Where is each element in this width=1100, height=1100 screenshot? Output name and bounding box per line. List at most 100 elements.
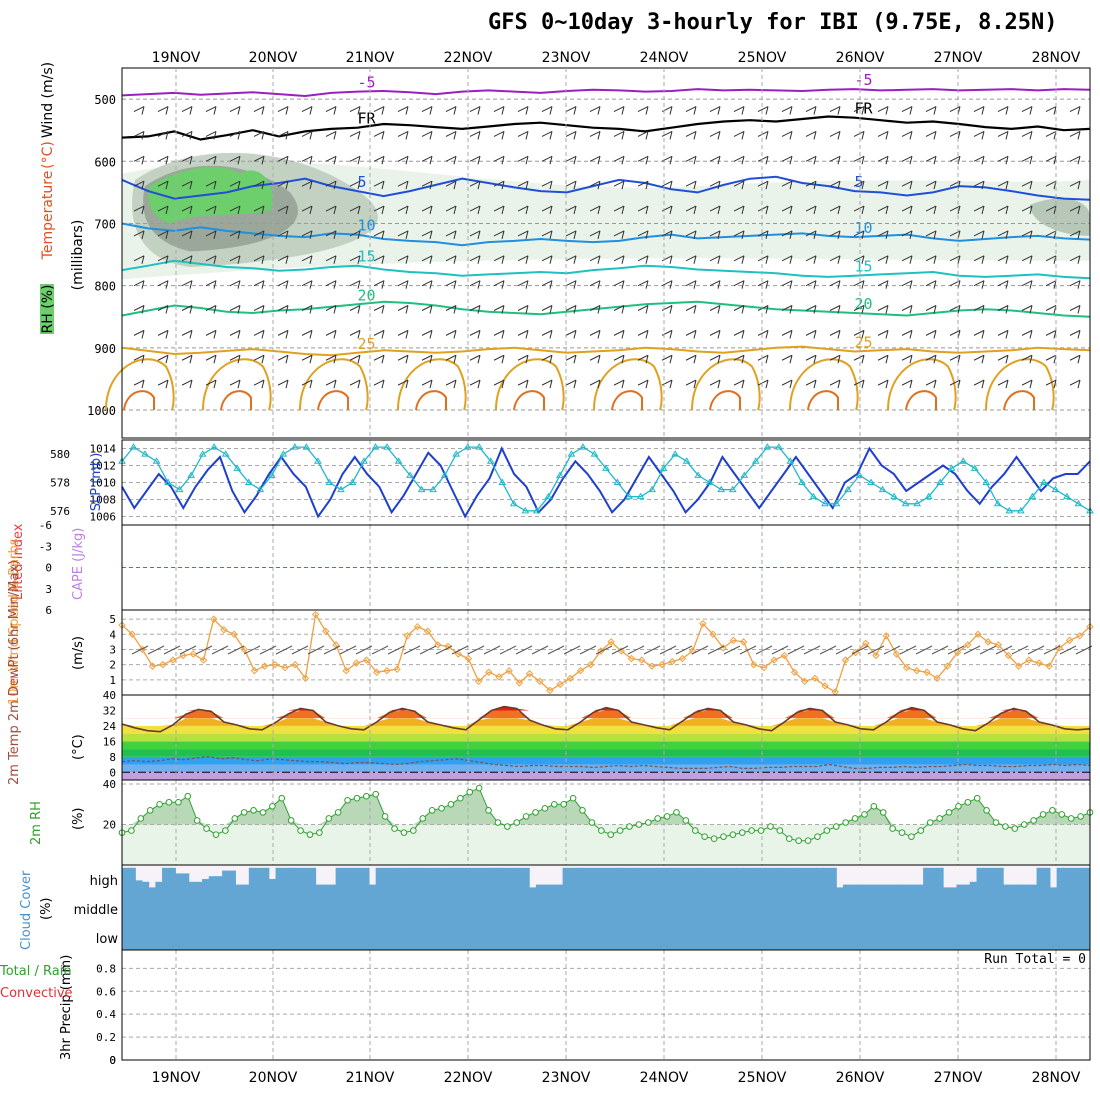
cloud-high-bar <box>575 867 584 893</box>
wind-barb <box>501 380 505 389</box>
wind-barb <box>405 380 409 389</box>
wind-barb <box>453 230 457 240</box>
wind-barb <box>805 354 817 361</box>
cloud-high-bar <box>722 867 731 893</box>
wind-barb <box>829 305 841 311</box>
wind-speed-marker <box>556 680 564 689</box>
wind-barb <box>1005 205 1009 215</box>
wind-barb <box>613 106 625 112</box>
wind-barb <box>781 329 793 336</box>
rh-marker <box>278 794 286 802</box>
wind-barb <box>805 155 817 162</box>
wind-barb <box>781 205 793 212</box>
wind-barb <box>981 131 985 140</box>
wind-barb <box>637 230 649 237</box>
wind-speed-marker <box>964 641 972 649</box>
wind-barb <box>261 205 265 215</box>
wind-barb <box>501 205 505 215</box>
wind-barb <box>445 255 457 262</box>
wind-speed-marker <box>943 662 952 670</box>
thickness-marker <box>924 492 933 500</box>
wind-barb <box>693 156 697 165</box>
wind-barb <box>949 205 961 212</box>
wind-barb <box>357 355 361 364</box>
wind-barb <box>637 280 649 287</box>
wind-speed-marker <box>790 668 799 676</box>
wind-barb <box>813 156 817 165</box>
wind-barb <box>909 255 913 264</box>
wind-barb <box>621 106 625 115</box>
rh-marker <box>663 813 671 820</box>
surface-wind-barb <box>659 645 677 655</box>
wind-barb <box>685 379 697 386</box>
wind-speed-marker <box>1025 656 1033 664</box>
wind-barb <box>373 379 385 386</box>
rh-marker <box>551 800 558 808</box>
wind-barb <box>613 230 625 237</box>
wind-barb <box>837 230 841 240</box>
date-label-bottom: 19NOV <box>152 1070 201 1086</box>
wind-barb <box>525 355 529 364</box>
wind-barb <box>789 355 793 364</box>
wind-speed-marker <box>780 651 789 660</box>
cloud-high-bar <box>562 867 570 893</box>
wind-barb <box>397 305 409 311</box>
wind-barb <box>853 280 865 287</box>
thickness-marker <box>556 471 564 478</box>
wind-barb <box>549 330 553 339</box>
wind-barb <box>997 230 1009 237</box>
cloud-high-bar <box>555 884 564 893</box>
wind-barb <box>277 329 289 336</box>
wind-barb <box>349 255 361 262</box>
wind-barb <box>813 106 817 115</box>
thickness-marker <box>509 499 518 507</box>
surface-wind-barb <box>819 645 837 655</box>
rh-tick: 20 <box>103 819 116 832</box>
wind-barb <box>661 130 673 137</box>
wind-barb <box>501 156 505 165</box>
wind-barb <box>709 155 721 162</box>
cloud-high-label: high <box>90 874 118 889</box>
wind-barb <box>349 230 361 237</box>
wind-barb <box>357 330 361 339</box>
wind-barb <box>541 205 553 212</box>
wind-barb <box>517 329 529 336</box>
wind-barb <box>285 280 289 289</box>
wind-speed-marker <box>637 656 646 664</box>
wind-barb <box>597 305 601 314</box>
y-tick-label: 900 <box>94 342 116 356</box>
cloud-high-bar <box>335 867 343 893</box>
surface-wind-barb <box>467 645 485 655</box>
wind-barb <box>637 305 649 311</box>
wind-barb <box>253 180 265 187</box>
rh-marker <box>673 809 680 816</box>
wind-barb <box>261 156 265 165</box>
wind-barb <box>637 255 649 262</box>
wind-barb <box>381 280 385 289</box>
wind-barb <box>813 255 817 264</box>
wind-barb <box>717 205 721 215</box>
wind-barb <box>453 181 457 190</box>
cloud-high-bar <box>395 867 403 893</box>
rh-marker <box>729 831 737 838</box>
rh-marker <box>917 827 925 834</box>
cloud-high-bar <box>796 867 804 893</box>
wind-barb <box>925 155 937 162</box>
wind-barb <box>525 380 529 389</box>
wind-barb <box>141 131 145 140</box>
surface-wind-barb <box>643 645 661 655</box>
wind-barb <box>573 305 577 314</box>
wind-barb <box>573 355 577 364</box>
wind-barb <box>861 280 865 289</box>
wind-barb <box>981 205 985 215</box>
wind-barb <box>861 380 865 389</box>
wind-barb <box>1045 255 1057 262</box>
wind-barb <box>541 354 553 361</box>
wind-barb <box>909 205 913 215</box>
wind-barb <box>277 230 289 237</box>
wind-speed-marker <box>159 660 167 669</box>
wind-barb <box>781 155 793 162</box>
wind-barb <box>309 280 313 289</box>
wind-barb <box>445 354 457 361</box>
wind-barb <box>933 106 937 115</box>
